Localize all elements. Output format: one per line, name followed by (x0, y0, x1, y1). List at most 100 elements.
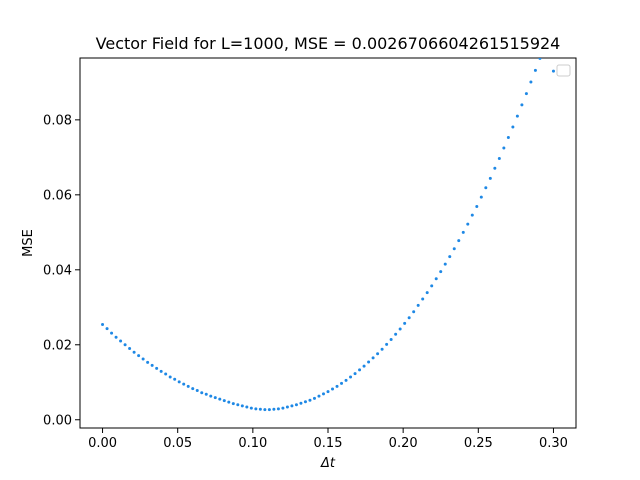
data-point (367, 360, 371, 364)
y-tick-label: 0.08 (43, 113, 72, 128)
data-point (398, 327, 402, 331)
data-point (249, 406, 253, 410)
x-tick-label: 0.05 (163, 436, 192, 451)
legend-box (556, 64, 571, 77)
data-point (128, 347, 132, 351)
data-point (195, 389, 199, 393)
data-point (475, 204, 479, 208)
data-point (281, 406, 285, 410)
data-point (159, 369, 163, 373)
data-point (123, 343, 127, 347)
data-point (218, 397, 222, 401)
data-point (173, 377, 177, 381)
data-point (186, 384, 190, 388)
data-point (294, 403, 298, 407)
data-point (443, 262, 447, 266)
data-point (177, 380, 181, 384)
data-point (331, 387, 335, 391)
x-tick-label: 0.25 (464, 436, 493, 451)
data-point (448, 255, 452, 259)
x-tick-label: 0.20 (389, 436, 418, 451)
data-point (155, 366, 159, 370)
data-point (236, 403, 240, 407)
data-point (204, 392, 208, 396)
data-point (344, 378, 348, 382)
data-point (394, 332, 398, 336)
data-point (362, 364, 366, 368)
data-point (371, 356, 375, 360)
data-point (335, 384, 339, 388)
data-point (470, 213, 474, 217)
y-axis-label: MSE (21, 229, 36, 257)
x-tick-label: 0.10 (238, 436, 267, 451)
data-point (412, 310, 416, 314)
data-point (101, 323, 105, 327)
data-point (276, 407, 280, 411)
data-point (146, 360, 150, 364)
data-point (533, 68, 537, 72)
data-point (358, 368, 362, 372)
data-point (182, 382, 186, 386)
data-points (101, 58, 555, 412)
data-point (258, 407, 262, 411)
data-point (452, 247, 456, 251)
data-point (209, 394, 213, 398)
data-point (267, 408, 271, 412)
data-point (385, 342, 389, 346)
y-tick-label: 0.02 (43, 338, 72, 353)
data-point (457, 239, 461, 243)
data-point (416, 303, 420, 307)
data-point (380, 347, 384, 351)
data-point (538, 58, 542, 60)
data-point (137, 354, 141, 358)
data-point (376, 352, 380, 356)
data-point (110, 331, 114, 335)
x-axis: 0.00 0.05 0.10 0.15 0.20 0.25 0.30 (88, 428, 568, 451)
data-point (430, 284, 434, 288)
data-point (317, 394, 321, 398)
data-point (254, 407, 258, 411)
data-point (488, 176, 492, 180)
data-point (303, 400, 307, 404)
data-point (299, 401, 303, 405)
data-point (520, 103, 524, 107)
data-point (466, 222, 470, 226)
data-point (461, 230, 465, 234)
data-point (425, 291, 429, 295)
chart-title: Vector Field for L=1000, MSE = 0.0026706… (96, 34, 561, 53)
plot-frame (79, 57, 577, 429)
data-point (340, 381, 344, 385)
data-point (524, 92, 528, 96)
data-point (105, 327, 109, 331)
x-axis-label: Δt (320, 456, 336, 471)
data-point (263, 408, 267, 412)
data-point (439, 270, 443, 274)
data-point (511, 125, 515, 129)
y-tick-label: 0.06 (43, 188, 72, 203)
data-point (349, 375, 353, 379)
data-point (245, 405, 249, 409)
data-point (150, 363, 154, 367)
data-point (285, 405, 289, 409)
data-point (272, 407, 276, 411)
data-point (119, 339, 123, 343)
data-point (515, 114, 519, 118)
data-point (164, 372, 168, 376)
y-axis: 0.00 0.02 0.04 0.06 0.08 (43, 113, 80, 428)
data-point (308, 398, 312, 402)
data-point (529, 80, 533, 84)
data-point (321, 392, 325, 396)
data-point (227, 400, 231, 404)
data-point (479, 195, 483, 199)
data-point (213, 396, 217, 400)
data-point (231, 402, 235, 406)
data-point (497, 156, 501, 160)
y-tick-label: 0.00 (43, 413, 72, 428)
data-point (434, 277, 438, 281)
data-point (493, 166, 497, 170)
data-point (312, 396, 316, 400)
data-point (222, 399, 226, 403)
data-point (421, 297, 425, 301)
data-point (132, 350, 136, 354)
data-point (407, 316, 411, 320)
